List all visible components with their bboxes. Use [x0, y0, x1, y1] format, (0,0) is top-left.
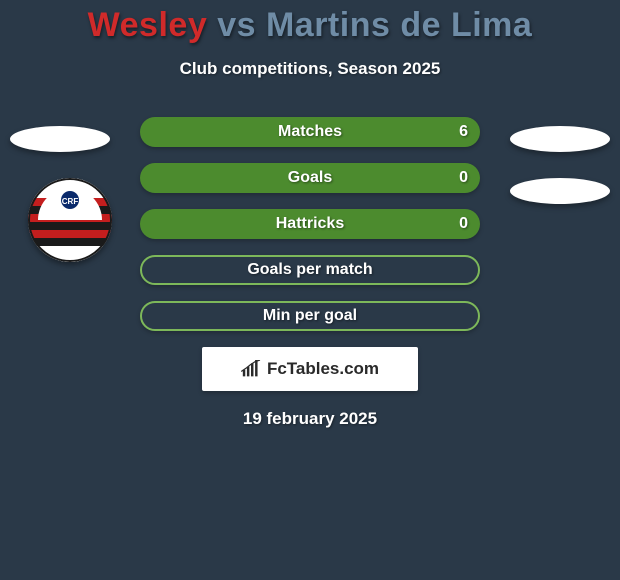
stat-label: Goals per match: [142, 261, 478, 279]
stat-value: 6: [459, 123, 468, 141]
stat-bar: Goals per match: [140, 255, 480, 285]
footer-brand: FcTables.com: [267, 359, 379, 379]
crest-svg: CRF: [28, 178, 112, 262]
stat-bar: Min per goal: [140, 301, 480, 331]
stats-list: Matches6Goals0Hattricks0Goals per matchM…: [140, 117, 480, 331]
page-title: Wesley vs Martins de Lima: [0, 0, 620, 45]
subtitle: Club competitions, Season 2025: [0, 59, 620, 79]
player1-marker: [10, 126, 110, 152]
stat-label: Matches: [140, 123, 480, 141]
stat-value: 0: [459, 215, 468, 233]
stat-bar: Hattricks0: [140, 209, 480, 239]
stat-label: Hattricks: [140, 215, 480, 233]
stat-bar: Goals0: [140, 163, 480, 193]
chart-icon: [241, 360, 261, 378]
stat-value: 0: [459, 169, 468, 187]
comparison-card: Wesley vs Martins de Lima Club competiti…: [0, 0, 620, 580]
club-crest: CRF: [28, 178, 112, 262]
player2-marker-2: [510, 178, 610, 204]
stat-label: Goals: [140, 169, 480, 187]
player2-name: Martins de Lima: [266, 6, 532, 44]
player1-name: Wesley: [88, 6, 208, 44]
svg-text:CRF: CRF: [62, 197, 79, 206]
footer-badge[interactable]: FcTables.com: [202, 347, 418, 391]
stat-bar: Matches6: [140, 117, 480, 147]
vs-text: vs: [217, 6, 256, 44]
player2-marker-1: [510, 126, 610, 152]
stat-label: Min per goal: [142, 307, 478, 325]
date: 19 february 2025: [0, 409, 620, 429]
